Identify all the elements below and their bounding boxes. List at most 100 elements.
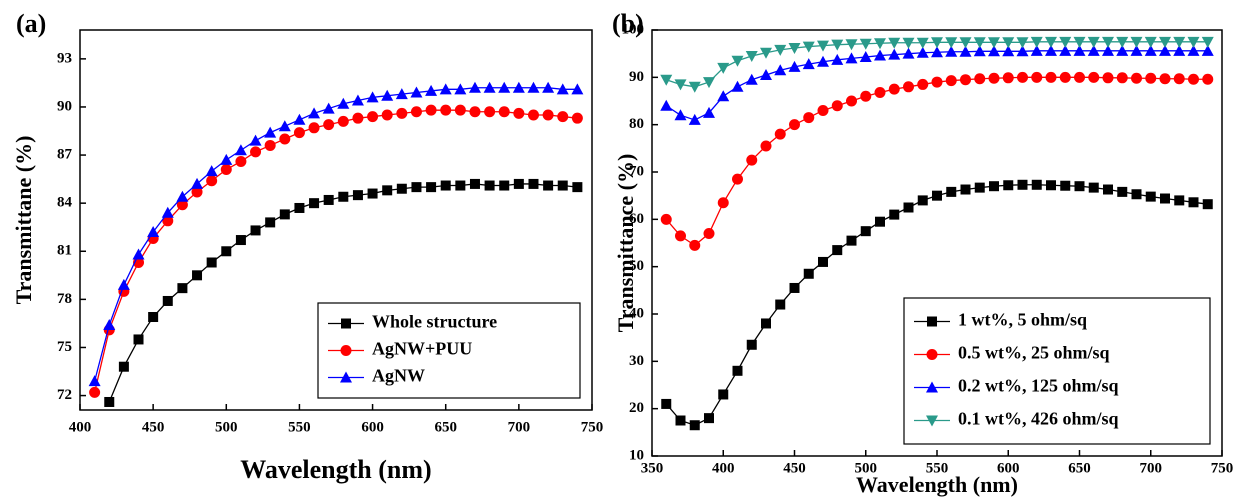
marker (988, 72, 1000, 84)
marker (206, 175, 218, 187)
marker (874, 86, 886, 98)
marker (688, 113, 701, 125)
marker (945, 45, 958, 57)
marker (1002, 37, 1015, 49)
marker (382, 185, 393, 196)
marker (264, 139, 276, 151)
marker (352, 112, 364, 124)
marker (717, 197, 729, 209)
x-tick-label: 500 (855, 460, 878, 476)
marker (859, 38, 872, 50)
marker (960, 184, 971, 195)
marker (279, 133, 291, 145)
marker (959, 45, 972, 57)
marker (499, 180, 510, 191)
marker (572, 182, 583, 193)
marker (340, 345, 352, 356)
marker (1017, 71, 1028, 83)
marker (191, 177, 204, 189)
marker (902, 37, 915, 49)
panel-label: (a) (16, 9, 46, 38)
marker (1173, 44, 1186, 56)
marker (410, 106, 422, 118)
marker (367, 188, 378, 199)
marker (265, 217, 276, 228)
marker (161, 206, 174, 218)
marker (931, 76, 943, 88)
marker (745, 51, 758, 63)
marker (528, 178, 539, 189)
marker (889, 209, 900, 220)
marker (788, 42, 801, 54)
marker (660, 213, 672, 225)
marker (527, 81, 540, 93)
marker (988, 37, 1000, 49)
marker (845, 39, 858, 51)
marker (1174, 195, 1185, 206)
marker (1160, 193, 1170, 204)
marker (527, 109, 539, 121)
marker (1159, 36, 1171, 48)
marker (903, 81, 914, 93)
marker (916, 37, 929, 49)
marker (308, 107, 321, 119)
marker (818, 256, 828, 267)
marker (902, 47, 915, 59)
marker (703, 228, 715, 240)
marker (323, 119, 335, 131)
marker (789, 282, 800, 293)
marker (717, 90, 730, 102)
marker (88, 375, 101, 387)
marker (973, 37, 986, 49)
marker (1102, 36, 1114, 48)
marker (775, 299, 786, 310)
marker (831, 53, 844, 65)
marker (557, 111, 569, 123)
marker (220, 153, 233, 165)
series-line (93, 87, 578, 382)
marker (988, 45, 1000, 57)
x-tick-label: 400 (712, 460, 735, 476)
marker (717, 62, 730, 74)
marker (874, 49, 886, 61)
marker (703, 77, 715, 89)
plot-frame (651, 29, 1223, 457)
marker (1188, 73, 1199, 85)
marker (205, 165, 218, 177)
marker (888, 37, 901, 49)
marker (774, 64, 787, 76)
marker (760, 47, 772, 59)
series-line (93, 109, 578, 393)
marker (89, 386, 101, 398)
marker (338, 191, 349, 202)
marker (746, 154, 758, 166)
marker (917, 195, 928, 206)
marker (512, 81, 525, 93)
marker (1016, 45, 1029, 57)
marker (1202, 199, 1213, 210)
marker (221, 246, 232, 257)
marker (309, 198, 320, 209)
marker (731, 55, 744, 67)
marker (1102, 72, 1114, 84)
x-tick-label: 350 (641, 460, 664, 476)
marker (396, 183, 407, 194)
marker (351, 94, 364, 106)
marker (703, 106, 715, 118)
marker (817, 40, 829, 52)
y-axis-title: Transmittance (%) (613, 154, 638, 333)
x-tick-label: 400 (69, 419, 92, 435)
marker (732, 365, 743, 376)
marker (802, 41, 815, 53)
marker (323, 194, 334, 205)
marker (761, 318, 771, 329)
marker (1173, 36, 1186, 48)
y-axis-title: Transmittane (%) (11, 136, 36, 305)
marker (132, 248, 145, 260)
marker (162, 295, 173, 306)
marker (845, 52, 858, 64)
marker (846, 95, 857, 107)
marker (689, 239, 701, 251)
marker (1045, 44, 1057, 56)
x-tick-label: 700 (508, 419, 531, 435)
